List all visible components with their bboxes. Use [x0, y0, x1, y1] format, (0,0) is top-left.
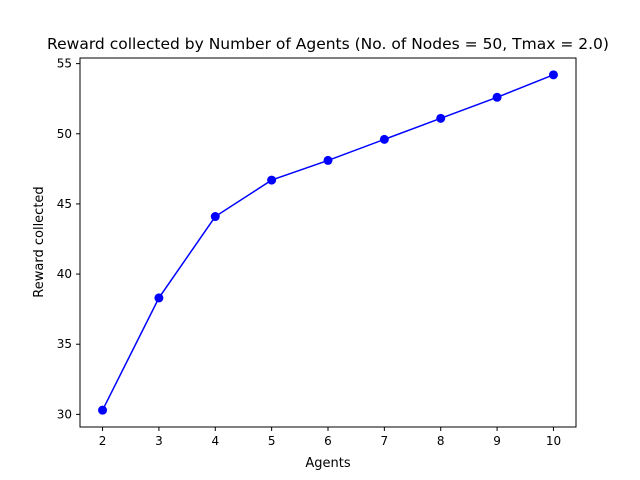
y-tick-label: 40	[57, 267, 72, 281]
data-point	[267, 175, 277, 185]
y-tick-label: 30	[57, 407, 72, 421]
x-tick-label: 6	[324, 434, 332, 448]
x-tick-label: 5	[268, 434, 276, 448]
x-axis-label: Agents	[305, 456, 350, 471]
data-point	[98, 405, 108, 415]
y-axis-label: Reward collected	[32, 186, 47, 297]
y-tick-label: 50	[57, 127, 72, 141]
data-point	[210, 212, 220, 222]
y-tick-label: 35	[57, 337, 72, 351]
x-tick-label: 7	[381, 434, 389, 448]
data-point	[323, 155, 333, 165]
plot-area	[79, 57, 577, 428]
x-tick-label: 8	[437, 434, 445, 448]
x-axis: 2 3 4 5 6 7 8 9 10	[99, 427, 561, 448]
x-tick-label: 10	[546, 434, 561, 448]
data-point	[492, 92, 502, 102]
data-point	[379, 134, 389, 144]
y-tick-label: 55	[57, 57, 72, 71]
data-point	[154, 293, 164, 303]
x-tick-label: 4	[211, 434, 219, 448]
y-tick-label: 45	[57, 197, 72, 211]
data-point	[548, 70, 558, 80]
y-axis: 30 35 40 45 50 55	[57, 57, 80, 421]
series-line-0	[101, 74, 554, 411]
data-point	[436, 113, 446, 123]
x-tick-label: 9	[493, 434, 501, 448]
x-tick-label: 3	[155, 434, 163, 448]
series-layer	[98, 70, 558, 415]
chart-title: Reward collected by Number of Agents (No…	[47, 35, 609, 53]
x-tick-label: 2	[99, 434, 107, 448]
